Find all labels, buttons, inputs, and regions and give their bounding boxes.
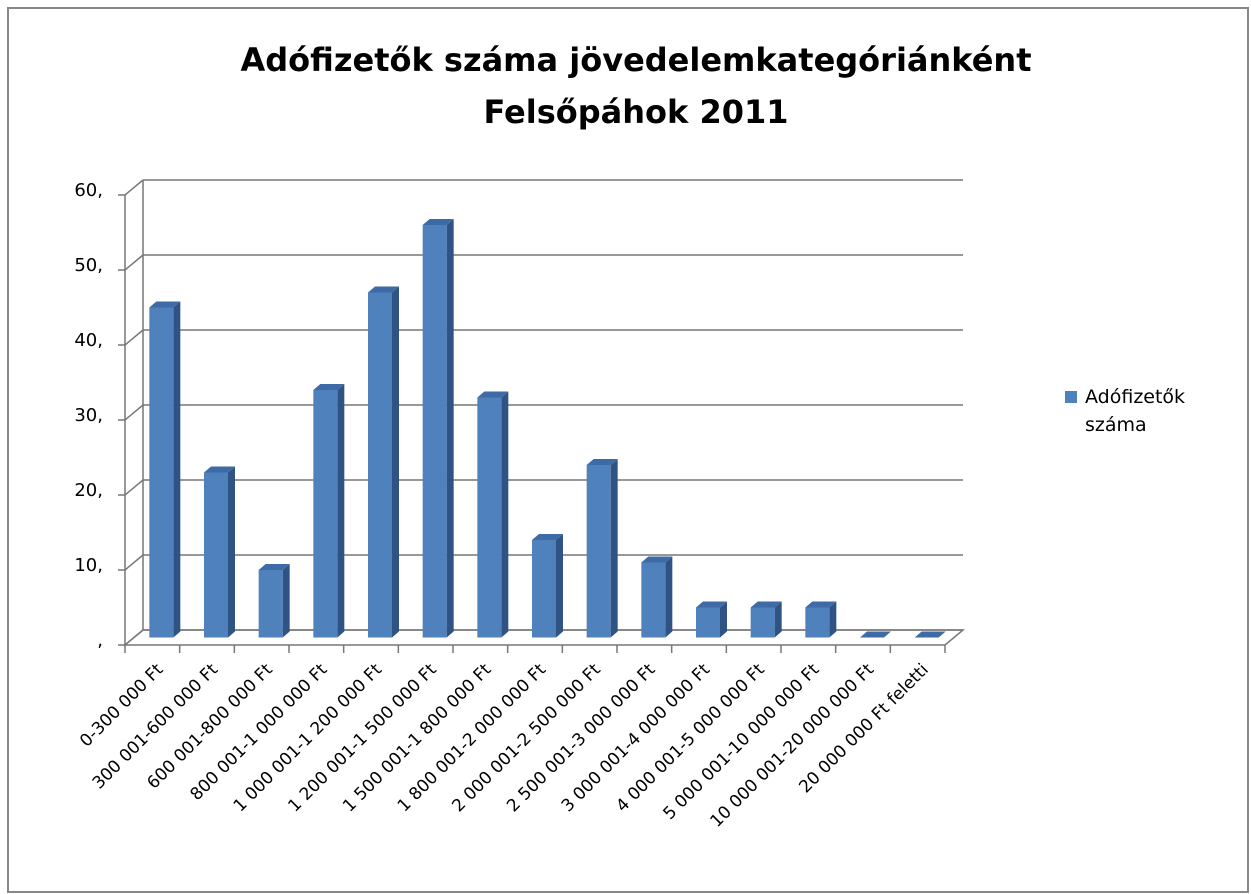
bar-side [829, 601, 837, 638]
y-tick-label: , [97, 630, 103, 651]
legend: Adófizetők száma [1065, 383, 1215, 439]
bar [477, 397, 502, 638]
bar-side [610, 459, 618, 638]
bar-side [665, 556, 673, 638]
bar-side [392, 286, 399, 638]
bar-top [914, 631, 946, 638]
grid-line [124, 179, 144, 196]
bar [696, 607, 720, 638]
bar-top [477, 391, 509, 398]
bar-top [532, 534, 563, 540]
bar [313, 390, 338, 638]
grid-line [124, 404, 144, 421]
bar-side [173, 301, 181, 638]
bar-side [720, 601, 727, 638]
y-tick-label: 40, [74, 330, 103, 351]
y-tick-label: 60, [74, 180, 103, 201]
grid-line [124, 479, 144, 496]
bar-top [368, 286, 399, 293]
bar [750, 607, 775, 638]
bar [368, 292, 392, 638]
bar [586, 465, 611, 638]
chart-title: Adófizetők száma jövedelemkategóriánként [241, 41, 1032, 79]
legend-swatch [1065, 391, 1077, 403]
bar-side [774, 601, 782, 638]
grid-line [124, 554, 144, 571]
bar-top [204, 466, 235, 473]
bar-top [696, 601, 727, 608]
y-tick-label: 10, [74, 555, 103, 576]
grid-line [124, 329, 144, 346]
bar [641, 562, 666, 638]
chart-title: Felsőpáhok 2011 [483, 93, 788, 131]
bar-top [258, 564, 290, 570]
bar [204, 472, 228, 638]
bar-top [422, 219, 454, 225]
bar [149, 307, 174, 638]
bar [258, 570, 283, 638]
y-tick-label: 30, [74, 405, 103, 426]
bar-side [501, 391, 509, 638]
y-tick-label: 20, [74, 480, 103, 501]
bar-top [750, 601, 782, 608]
y-tick-label: 50, [74, 255, 103, 276]
bar-side [337, 384, 345, 638]
bar [422, 225, 447, 638]
grid-line [124, 629, 144, 646]
bar-side [228, 466, 235, 638]
bar [532, 540, 556, 638]
legend-label: Adófizetők száma [1085, 386, 1186, 436]
bar-side [446, 219, 454, 638]
bar [805, 607, 830, 638]
grid-line [124, 254, 144, 271]
bar-top [641, 556, 673, 563]
bar-top [586, 459, 618, 465]
bar-side [556, 534, 563, 638]
bar-top [149, 301, 181, 308]
bar-top [860, 631, 891, 638]
bar-top [313, 384, 345, 390]
bar-side [282, 564, 290, 638]
bar-top [805, 601, 837, 608]
chart-frame [7, 7, 1249, 893]
